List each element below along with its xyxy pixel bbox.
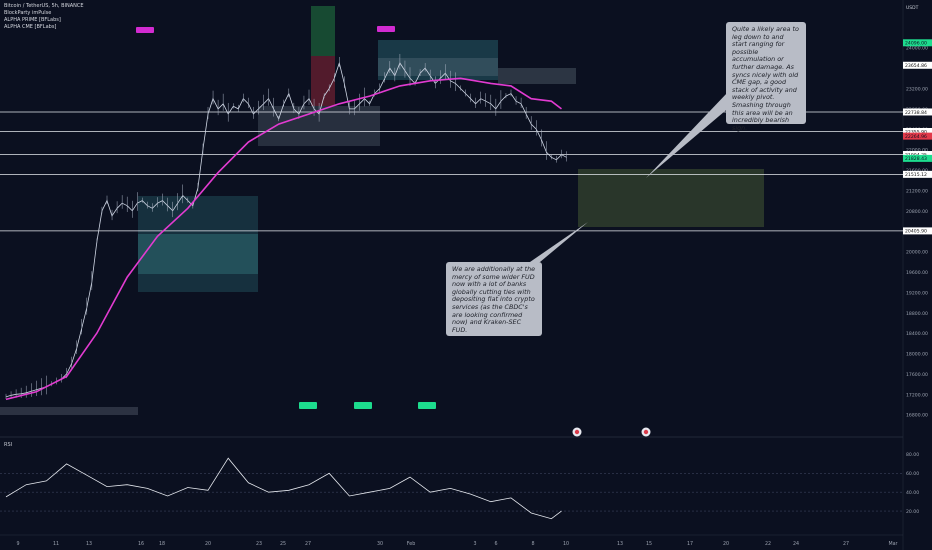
price-tag-1: 23654.86 bbox=[905, 63, 927, 69]
price-tick-13: 18400.00 bbox=[906, 331, 928, 337]
price-tick-11: 19200.00 bbox=[906, 290, 928, 296]
impulse-tag-green-3 bbox=[418, 402, 436, 409]
price-tag-bg-0 bbox=[903, 39, 932, 47]
price-tag-4: 22264.96 bbox=[905, 134, 927, 140]
price-tick-16: 17200.00 bbox=[906, 392, 928, 398]
price-tag-2: 22738.84 bbox=[905, 110, 927, 116]
time-tick-0: 9 bbox=[16, 541, 19, 547]
price-tag-3: 22355.90 bbox=[905, 129, 927, 135]
time-tick-13: 8 bbox=[531, 541, 534, 547]
rsi-line bbox=[5, 457, 562, 520]
time-tick-8: 27 bbox=[305, 541, 311, 547]
price-tick-17: 16800.00 bbox=[906, 413, 928, 419]
ema-line bbox=[5, 77, 562, 401]
price-tick-4: 22000.00 bbox=[906, 148, 928, 154]
price-tag-bg-4 bbox=[903, 132, 932, 140]
rsi-layer: RSI bbox=[0, 442, 903, 520]
target-zone bbox=[578, 169, 764, 227]
green-box-top bbox=[311, 6, 335, 56]
impulse-tag-green-1 bbox=[299, 402, 317, 409]
price-tick-10: 19600.00 bbox=[906, 270, 928, 276]
time-tick-9: 30 bbox=[377, 541, 383, 547]
indicator-3[interactable]: ALPHA CME [BFLabs] bbox=[4, 24, 57, 30]
indicator-1[interactable]: BlockParty imPulse bbox=[4, 10, 52, 16]
supply-zone-top-grey bbox=[378, 58, 498, 76]
price-tick-6: 21200.00 bbox=[906, 188, 928, 194]
time-tick-10: Feb bbox=[407, 541, 416, 547]
range-zone-right bbox=[498, 68, 576, 84]
price-tag-6: 21828.43 bbox=[905, 156, 927, 162]
rsi-tick-1: 60.00 bbox=[906, 471, 919, 477]
time-tick-1: 11 bbox=[53, 541, 59, 547]
symbol-title[interactable]: Bitcoin / TetherUS, 5h, BINANCE bbox=[4, 3, 84, 9]
note-top-pointer bbox=[646, 92, 738, 178]
time-tick-11: 3 bbox=[473, 541, 476, 547]
time-tick-18: 20 bbox=[723, 541, 729, 547]
demand-zone-left bbox=[138, 196, 258, 292]
rsi-tick-0: 80.00 bbox=[906, 452, 919, 458]
price-tag-7: 21515.12 bbox=[905, 172, 927, 178]
time-tick-17: 17 bbox=[687, 541, 693, 547]
price-tag-bg-8 bbox=[903, 227, 932, 235]
rsi-label: RSI bbox=[4, 442, 12, 448]
impulse-tag-magenta-1 bbox=[136, 27, 154, 33]
time-tick-3: 16 bbox=[138, 541, 144, 547]
time-tick-19: 22 bbox=[765, 541, 771, 547]
supply-zone-top bbox=[378, 40, 498, 80]
time-tick-12: 6 bbox=[494, 541, 497, 547]
zones-layer bbox=[0, 6, 764, 415]
demand-zone-left-inner bbox=[138, 234, 258, 274]
chart-tags bbox=[136, 26, 651, 437]
time-axis[interactable]: 9 11 13 16 18 20 23 25 27 30 Feb 3 6 8 10 13 15 17 20 22 24 2… bbox=[16, 541, 897, 547]
price-tick-1: 23200.00 bbox=[906, 86, 928, 92]
price-tick-7: 20800.00 bbox=[906, 209, 928, 215]
time-tick-14: 10 bbox=[563, 541, 569, 547]
price-tag-bg-6 bbox=[903, 154, 932, 162]
price-tick-12: 18800.00 bbox=[906, 311, 928, 317]
red-box-top bbox=[311, 56, 335, 106]
price-tag-bg-2 bbox=[903, 108, 932, 116]
time-tick-2: 13 bbox=[86, 541, 92, 547]
price-tag-bg-3 bbox=[903, 127, 932, 135]
note-top[interactable]: Quite a likely area to leg down to and s… bbox=[726, 22, 806, 132]
time-tick-5: 20 bbox=[205, 541, 211, 547]
price-tags: 24096.00 23654.86 22738.84 22355.9022264.96… bbox=[903, 39, 932, 235]
impulse-tag-magenta-2 bbox=[377, 26, 395, 32]
currency-label: USDT bbox=[906, 5, 919, 11]
time-tick-22: Mar bbox=[888, 541, 897, 547]
price-tick-14: 18000.00 bbox=[906, 352, 928, 358]
price-tick-0: 24000.00 bbox=[906, 46, 928, 52]
price-tag-bg-7 bbox=[903, 170, 932, 178]
note-bottom-pointer bbox=[530, 222, 588, 262]
time-tick-4: 18 bbox=[159, 541, 165, 547]
price-tag-bg-5 bbox=[903, 151, 932, 159]
price-line bbox=[5, 61, 567, 398]
note-bottom[interactable]: We are additionally at the mercy of some… bbox=[446, 262, 542, 336]
price-tag-bg-1 bbox=[903, 61, 932, 69]
price-tick-9: 20000.00 bbox=[906, 250, 928, 256]
time-tick-16: 15 bbox=[646, 541, 652, 547]
time-tick-21: 27 bbox=[843, 541, 849, 547]
price-tag-0: 24096.00 bbox=[905, 41, 927, 47]
rsi-tick-2: 40.00 bbox=[906, 490, 919, 496]
price-tag-8: 20405.90 bbox=[905, 229, 927, 235]
note-pointers bbox=[530, 92, 738, 262]
time-tick-15: 13 bbox=[617, 541, 623, 547]
series-layer bbox=[5, 53, 567, 401]
price-tick-15: 17600.00 bbox=[906, 372, 928, 378]
time-tick-20: 24 bbox=[793, 541, 799, 547]
rsi-tick-3: 20.00 bbox=[906, 509, 919, 515]
time-tick-6: 23 bbox=[256, 541, 262, 547]
base-zone-bottom bbox=[0, 407, 138, 415]
indicator-2[interactable]: ALPHA PRIME [BFLabs] bbox=[4, 17, 61, 23]
time-tick-7: 25 bbox=[280, 541, 286, 547]
impulse-tag-green-2 bbox=[354, 402, 372, 409]
